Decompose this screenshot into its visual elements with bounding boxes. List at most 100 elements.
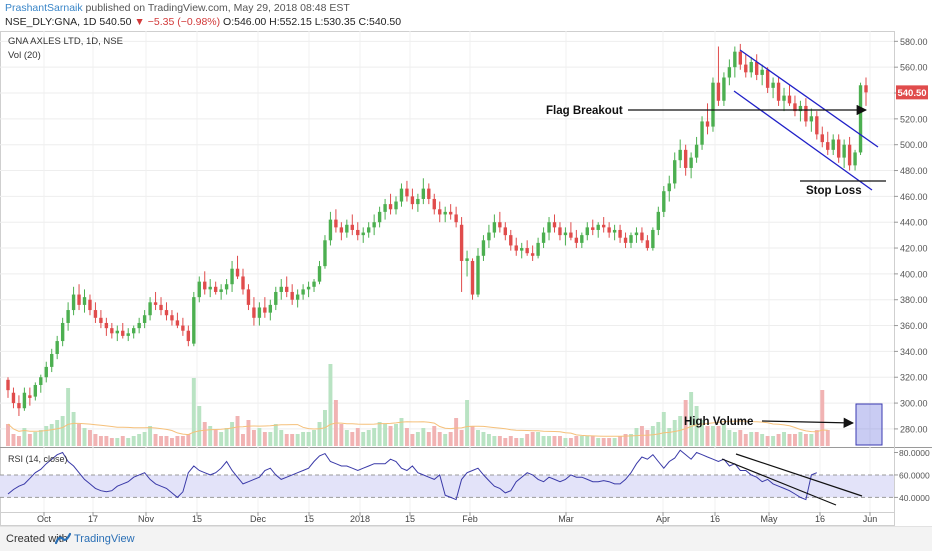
volume-bar <box>459 430 464 446</box>
volume-bar <box>208 426 213 446</box>
candle-body <box>416 198 420 205</box>
candle-body <box>760 69 764 75</box>
volume-bar <box>607 438 612 446</box>
candle-body <box>525 248 529 254</box>
volume-bar <box>465 400 470 446</box>
tradingview-logo-icon[interactable] <box>55 532 71 546</box>
volume-bar <box>590 436 595 446</box>
volume-bar <box>497 436 502 446</box>
candle-body <box>192 297 196 344</box>
volume-bar <box>142 432 147 446</box>
price-tick-label: 300.00 <box>900 399 928 409</box>
volume-bar <box>579 436 584 446</box>
volume-bar <box>618 436 623 446</box>
ohlc-values: O:546.00 H:552.15 L:530.35 C:540.50 <box>223 16 402 28</box>
volume-bar <box>814 430 819 446</box>
candle-body <box>438 209 442 215</box>
volume-bar <box>235 416 240 446</box>
candle-body <box>383 204 387 212</box>
candle-body <box>673 160 677 184</box>
candle-body <box>366 227 371 233</box>
candle-body <box>596 224 600 230</box>
price-chart[interactable]: 280.00 300.00 320.00 340.00 360.00 380.00 400.… <box>0 0 932 526</box>
candle-body <box>640 232 644 241</box>
volume-bar <box>262 432 267 446</box>
candle-body <box>181 325 185 331</box>
price-tick-label: 340.00 <box>900 347 928 357</box>
candle-body <box>71 294 76 311</box>
candle-body <box>864 85 868 93</box>
candle-body <box>235 268 240 277</box>
candle-body <box>722 77 726 101</box>
time-axis: Oct 17 Nov 15 Dec 15 2018 15 Feb Mar Apr 16 May 16 Jun <box>0 512 894 524</box>
rsi-tick-label: 80.0000 <box>899 448 930 458</box>
candle-body <box>241 276 245 290</box>
rsi-band <box>0 474 894 498</box>
time-tick-label: 16 <box>815 514 825 524</box>
candle-body <box>503 227 508 236</box>
volume-bar <box>519 438 524 446</box>
volume-bar <box>711 426 715 446</box>
volume-bar <box>749 432 754 446</box>
volume-bar <box>732 432 737 446</box>
author-link[interactable]: PrashantSarnaik <box>5 2 83 14</box>
volume-bar <box>399 418 404 446</box>
volume-bar <box>530 432 535 446</box>
volume-bar <box>809 434 814 446</box>
volume-bar <box>295 434 300 446</box>
candle-body <box>104 322 109 329</box>
volume-bar <box>11 434 16 446</box>
time-tick-label: 17 <box>88 514 98 524</box>
volume-ma-line <box>7 420 828 437</box>
candle-body <box>629 235 633 243</box>
volume-bar <box>388 426 393 446</box>
candle-body <box>115 330 119 334</box>
volume-bar <box>312 430 317 446</box>
tradingview-brand-link[interactable]: TradingView <box>74 533 135 545</box>
volume-bar <box>639 426 644 446</box>
volume-bar <box>782 432 786 446</box>
volume-bars <box>6 364 830 446</box>
volume-bar <box>27 434 32 446</box>
price-tick-label: 440.00 <box>900 218 928 228</box>
volume-bar <box>159 436 163 446</box>
last-price-tag-text: 540.50 <box>897 88 926 99</box>
candle-body <box>487 232 491 241</box>
volume-bar <box>612 438 617 446</box>
volume-bar <box>115 438 120 446</box>
candle-body <box>847 144 852 166</box>
volume-bar <box>279 430 284 446</box>
volume-bar <box>508 436 513 446</box>
volume-bar <box>426 432 431 446</box>
volume-bar <box>557 436 562 446</box>
candle-body <box>350 224 354 230</box>
candle-body <box>733 51 737 68</box>
price-axis: 280.00 300.00 320.00 340.00 360.00 380.00 400.… <box>894 37 928 434</box>
volume-bar <box>503 438 508 446</box>
volume-bar <box>661 412 666 446</box>
candle-body <box>716 82 721 101</box>
candle-body <box>569 232 573 238</box>
candle-body <box>858 85 863 153</box>
price-tick-label: 280.00 <box>900 424 928 434</box>
change-arrow-icon: ▼ <box>134 16 145 28</box>
time-tick-label: Apr <box>656 514 670 524</box>
volume-bar <box>596 438 601 446</box>
candle-body <box>148 302 152 316</box>
volume-bar <box>448 432 453 446</box>
candle-body <box>541 232 546 243</box>
volume-bar <box>197 406 202 446</box>
volume-bar <box>88 430 92 446</box>
volume-bar <box>760 434 765 446</box>
candle-body <box>99 317 103 323</box>
candle-body <box>295 294 300 300</box>
candle-body <box>410 196 415 205</box>
volume-bar <box>268 432 273 446</box>
candle-body <box>591 227 595 230</box>
volume-bar <box>798 432 803 446</box>
volume-bar <box>82 428 87 446</box>
volume-bar <box>257 428 262 446</box>
candle-body <box>481 240 486 256</box>
volume-bar <box>44 426 49 446</box>
candle-body <box>279 286 283 292</box>
